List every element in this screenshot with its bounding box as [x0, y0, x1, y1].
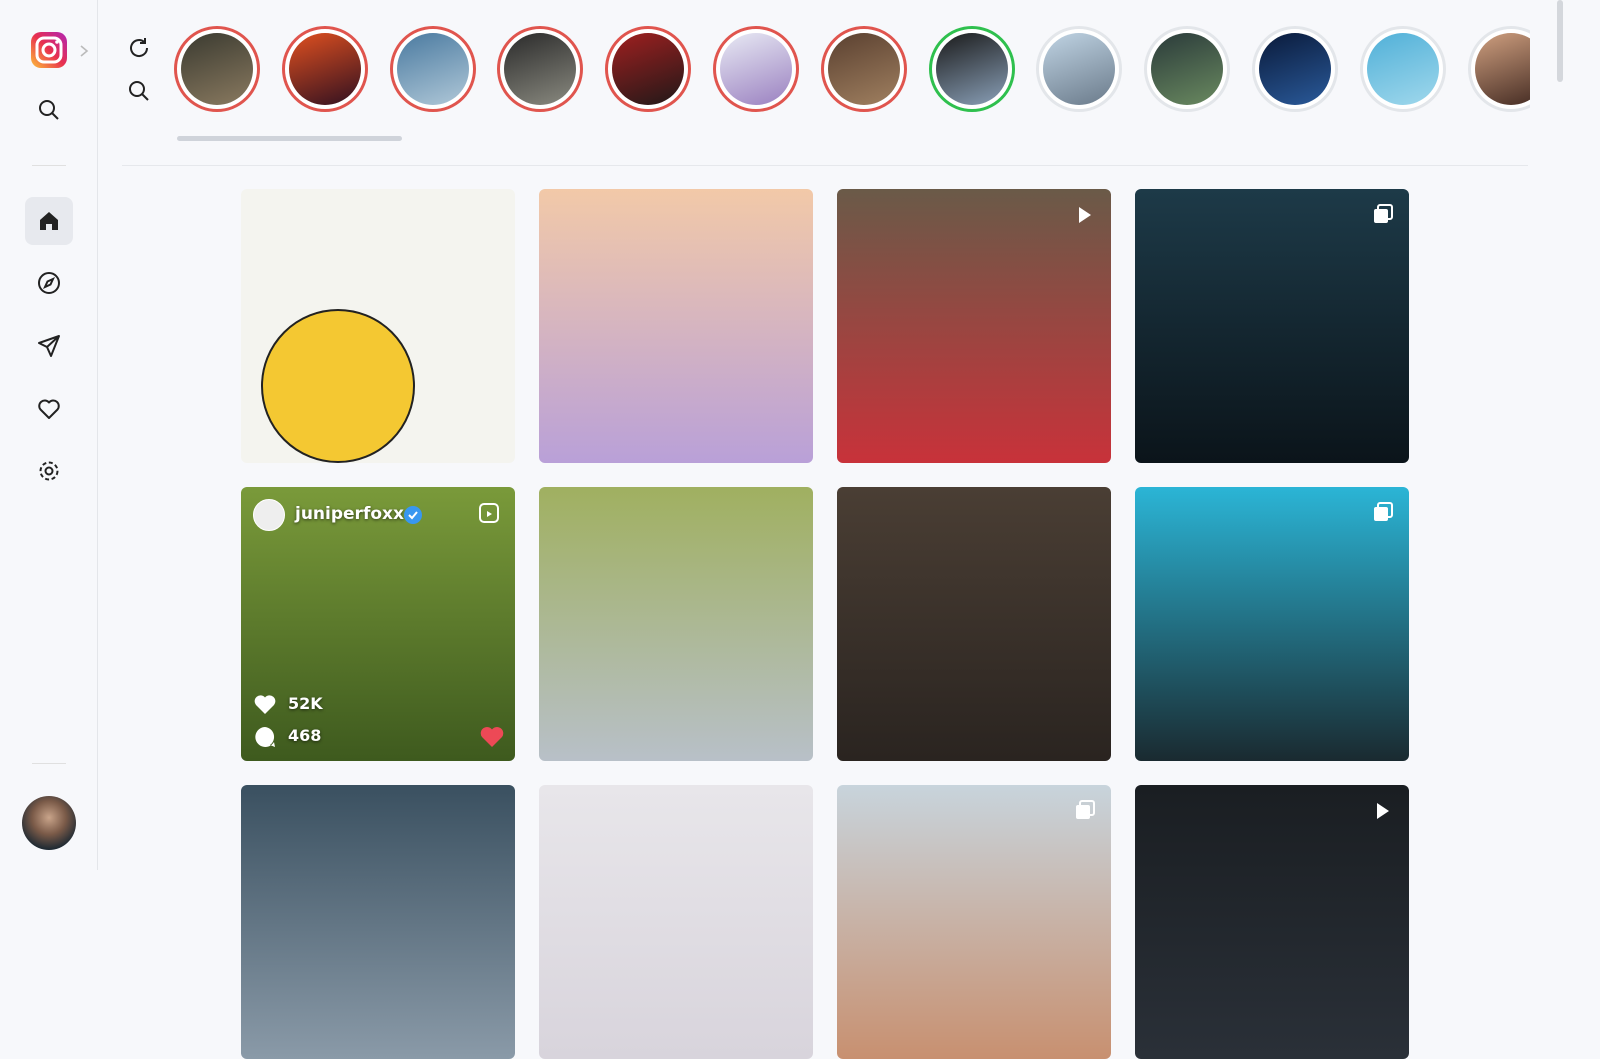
- refresh-button[interactable]: [127, 36, 151, 60]
- post-type-badge: [1374, 204, 1393, 223]
- profile-avatar[interactable]: [22, 796, 76, 850]
- divider: [122, 165, 1528, 166]
- notifications-button[interactable]: [25, 385, 73, 433]
- post-type-badge: [1374, 502, 1393, 521]
- post-type-badge: [1377, 803, 1389, 819]
- stories-search-button[interactable]: [127, 79, 151, 103]
- story[interactable]: [281, 26, 368, 112]
- story[interactable]: [497, 26, 584, 112]
- story-avatar: [1259, 33, 1331, 105]
- post-thumbnail[interactable]: [241, 487, 515, 761]
- post-thumbnail[interactable]: [1135, 189, 1409, 463]
- sidebar: [0, 0, 98, 870]
- story-avatar: [1474, 33, 1530, 105]
- heart-icon: [38, 399, 60, 419]
- page-scrollbar[interactable]: [1557, 0, 1563, 82]
- page: Feed {"hovered_post": {"username": "juni…: [0, 0, 1563, 1059]
- story[interactable]: [1467, 26, 1530, 112]
- story[interactable]: [174, 26, 260, 112]
- story[interactable]: [1144, 26, 1231, 112]
- divider: [32, 165, 66, 166]
- post-type-badge: [479, 503, 499, 523]
- logo[interactable]: [25, 26, 73, 74]
- post-thumbnail[interactable]: [241, 785, 515, 1059]
- stories-scrollbar[interactable]: [177, 136, 402, 141]
- post-thumbnail[interactable]: [1135, 487, 1409, 761]
- post-thumbnail[interactable]: [241, 189, 515, 463]
- post-art: [261, 309, 415, 463]
- stories-bar: [170, 20, 1530, 120]
- post-type-badge: [1076, 800, 1095, 819]
- explore-button[interactable]: [25, 259, 73, 307]
- story-avatar: [1151, 33, 1224, 105]
- search-button[interactable]: [25, 86, 73, 134]
- divider: [32, 763, 66, 764]
- send-icon: [38, 335, 60, 357]
- story-avatar: [396, 33, 469, 105]
- post-thumbnail[interactable]: [539, 487, 813, 761]
- post-type-badge: [1079, 207, 1091, 223]
- post-thumbnail[interactable]: [837, 785, 1111, 1059]
- story-avatar: [504, 33, 577, 105]
- settings-icon: [39, 461, 59, 481]
- story[interactable]: [928, 26, 1015, 112]
- home-icon: [40, 212, 58, 230]
- post-thumbnail[interactable]: [539, 785, 813, 1059]
- post-thumbnail[interactable]: [539, 189, 813, 463]
- story-avatar: [181, 33, 253, 105]
- post-thumbnail[interactable]: [837, 189, 1111, 463]
- story-avatar: [612, 33, 685, 105]
- settings-button[interactable]: [25, 447, 73, 495]
- story[interactable]: [820, 26, 907, 112]
- explore-icon: [38, 272, 60, 294]
- story-avatar: [1043, 33, 1116, 105]
- story-avatar: [935, 33, 1008, 105]
- post-thumbnail[interactable]: [837, 487, 1111, 761]
- search-icon: [39, 100, 59, 120]
- story[interactable]: [389, 26, 476, 112]
- story[interactable]: [605, 26, 692, 112]
- story-avatar: [288, 33, 361, 105]
- messages-button[interactable]: [25, 322, 73, 370]
- story-avatar: [720, 33, 792, 105]
- logo-icon: [31, 32, 67, 68]
- story[interactable]: [1252, 26, 1338, 112]
- home-button[interactable]: [25, 197, 73, 245]
- story[interactable]: [713, 26, 799, 112]
- expand-arrow[interactable]: [78, 44, 90, 58]
- story-avatar: [1366, 33, 1439, 105]
- story[interactable]: [1359, 26, 1446, 112]
- story-avatar: [827, 33, 900, 105]
- body: juniperfoxx 52K 468 (() => { const data …: [0, 0, 1563, 1059]
- story[interactable]: [1036, 26, 1123, 112]
- post-thumbnail[interactable]: [1135, 785, 1409, 1059]
